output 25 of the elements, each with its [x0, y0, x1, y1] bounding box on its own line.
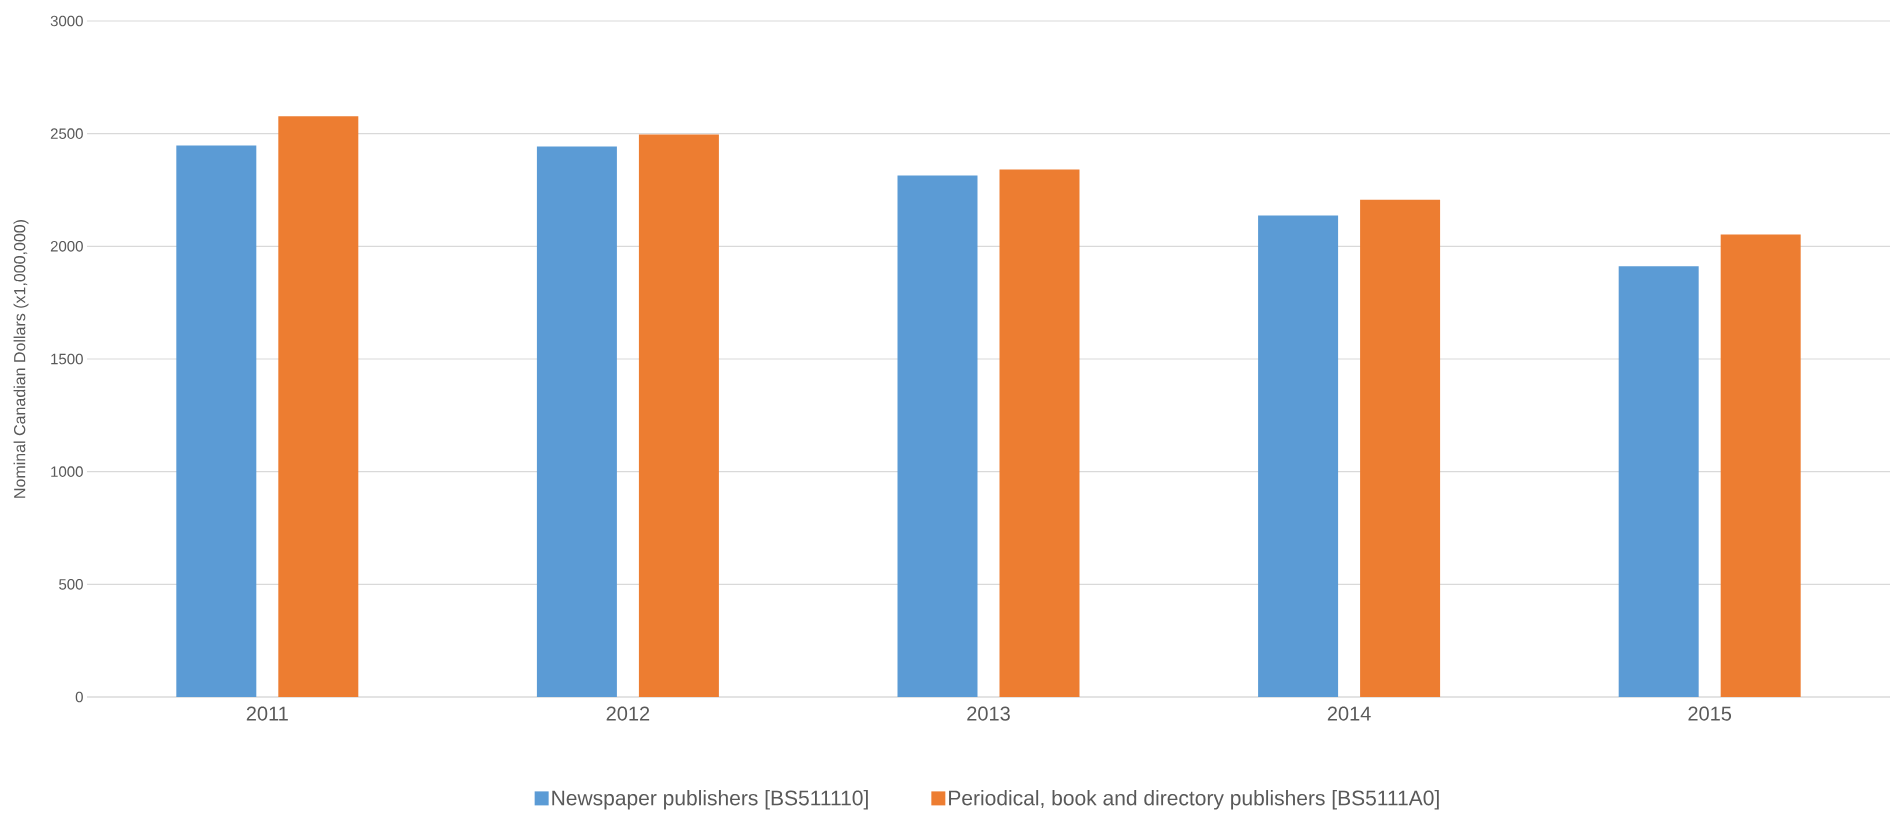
- x-tick-label: 2012: [606, 706, 650, 721]
- bar: [1360, 199, 1441, 697]
- legend-label: Periodical, book and directory publishers [BS5111A0]: [949, 790, 1439, 810]
- y-tick-label: 2000: [50, 241, 83, 252]
- y-tick-label: 0: [75, 691, 83, 703]
- bar: [536, 146, 617, 697]
- x-tick-label: 2014: [1327, 706, 1371, 721]
- bar: [1258, 215, 1339, 697]
- bar: [638, 134, 719, 697]
- y-axis-title: Nominal Canadian Dollars (x1,000,000): [13, 219, 29, 498]
- bar: [1618, 266, 1699, 697]
- y-tick-label: 1000: [51, 466, 83, 477]
- bar: [897, 175, 978, 697]
- bar: [176, 145, 257, 697]
- legend-label: Newspaper publishers [BS511110]: [552, 790, 868, 810]
- x-tick-label: 2011: [246, 706, 288, 721]
- bar: [278, 116, 359, 697]
- x-tick-label: 2013: [967, 706, 1010, 721]
- y-tick-label: 3000: [50, 15, 83, 27]
- y-tick-label: 2500: [50, 128, 83, 139]
- x-tick-label: 2015: [1688, 706, 1732, 721]
- y-tick-label: 1500: [51, 353, 83, 365]
- y-tick-label: 500: [59, 579, 83, 590]
- bar: [999, 169, 1080, 697]
- bar: [1720, 234, 1801, 697]
